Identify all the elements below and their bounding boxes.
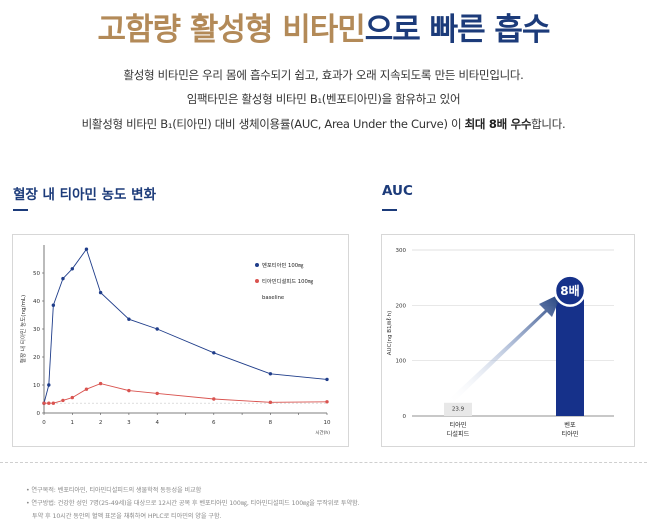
series-1-point	[98, 290, 103, 295]
y-tick-label: 40	[33, 299, 40, 305]
series-2-point	[42, 401, 46, 405]
left-title-underline	[13, 209, 28, 211]
x-tick-label: 10	[324, 420, 331, 426]
y-tick-label: 50	[33, 271, 40, 277]
y-tick-label: 10	[33, 383, 40, 389]
series-2-point	[47, 401, 51, 405]
series-2-point	[127, 388, 131, 393]
series-line-2	[44, 383, 328, 404]
line-chart: 0 10 20 30 40 50 0 1 2 3 4 6 8 10 시간(h) 혈장 내 티아민 농도(ng/…	[19, 245, 331, 436]
legend-label: 벤포티아민 100㎎	[262, 261, 304, 270]
series-2-point	[84, 387, 89, 391]
series-2-point	[70, 395, 74, 400]
y-axis-label: AUC(ng B1/㎖·h)	[386, 311, 393, 356]
legend-marker	[255, 263, 259, 267]
intro-line-3-bold: 최대 8배 우수	[464, 117, 532, 131]
x-tick-label: 1	[71, 420, 75, 426]
y-tick-label: 300	[396, 248, 407, 254]
series-1-point	[70, 267, 74, 271]
category-label: 티아민	[561, 430, 578, 438]
series-2-point	[268, 400, 273, 405]
y-tick-label: 200	[396, 303, 407, 309]
intro-line-3-pre: 비활성형 비타민 B₁(티아민) 대비 생체이용률(AUC, Area Unde…	[81, 117, 465, 131]
bar-value-label: 23.9	[452, 406, 465, 412]
right-title-underline	[382, 209, 397, 211]
headline-navy: 으로 빠른 흡수	[364, 12, 551, 48]
x-tick-label: 4	[155, 420, 159, 426]
legend-marker	[255, 279, 259, 283]
left-chart-title: 혈장 내 티아민 농도 변화	[13, 187, 156, 203]
series-1-point	[47, 383, 51, 387]
series-2-point	[325, 400, 329, 404]
headline-gold: 고함량 활성형 비타민	[97, 12, 366, 48]
series-2-point	[155, 391, 159, 396]
series-1-point	[212, 351, 216, 355]
intro-line-1: 활성형 비타민은 우리 몸에 흡수되기 쉽고, 효과가 오래 지속되도록 만든 …	[123, 68, 524, 82]
x-tick-label: 6	[212, 420, 216, 426]
y-tick-label: 0	[403, 414, 407, 420]
series-1-point	[155, 327, 159, 331]
growth-arrow	[448, 293, 562, 404]
category-label: 티아민	[449, 421, 466, 429]
series-1-point	[268, 372, 273, 376]
series-1-point	[127, 317, 131, 321]
x-tick-label: 8	[269, 420, 273, 426]
series-1-point	[84, 247, 89, 251]
page-headline: 고함량 활성형 비타민으로 빠른 흡수	[0, 4, 647, 49]
bar-1	[444, 402, 472, 416]
y-tick-label: 100	[396, 359, 407, 365]
series-1-point	[51, 303, 56, 307]
category-label: 디설피드	[447, 430, 470, 438]
intro-line-2: 임팩타민은 활성형 비타민 B₁(벤포티아민)을 함유하고 있어	[186, 92, 461, 106]
series-1-point	[61, 276, 65, 281]
category-label: 벤포	[564, 421, 576, 429]
y-tick-label: 30	[33, 327, 40, 333]
series-2-point	[51, 401, 56, 405]
x-axis-label: 시간(h)	[315, 429, 330, 436]
series-2-point	[212, 397, 216, 401]
y-axis-label: 혈장 내 티아민 농도(ng/mL)	[19, 295, 27, 363]
intro-line-3-post: 합니다.	[531, 117, 566, 131]
footnote-2: • 연구방법: 건강한 성인 7명(25-49세)을 대상으로 12시간 공복 …	[26, 500, 360, 507]
multiplier-badge	[553, 274, 587, 307]
footnote-1: • 연구목적: 벤포티아민, 티아민디설피드의 생물학적 동등성을 비교함	[26, 487, 202, 494]
y-tick-label: 20	[33, 355, 40, 361]
x-tick-label: 0	[42, 420, 46, 426]
footnote-3: 투약 후 10시간 동안의 혈액 표본을 채취하여 HPLC로 티아민의 양을 …	[32, 513, 222, 520]
y-tick-label: 0	[37, 411, 41, 417]
multiplier-badge-text: 8배	[560, 283, 579, 298]
bar-2	[556, 292, 584, 416]
legend-label: 티아민디설피드 100㎎	[262, 277, 314, 286]
x-tick-label: 3	[127, 420, 131, 426]
series-1-point	[325, 377, 329, 382]
legend-label: baseline	[262, 295, 284, 301]
series-2-point	[61, 398, 65, 403]
intro-line-3: 비활성형 비타민 B₁(티아민) 대비 생체이용률(AUC, Area Unde…	[0, 116, 647, 132]
footnotes: • 연구목적: 벤포티아민, 티아민디설피드의 생물학적 동등성을 비교함 • …	[0, 462, 647, 529]
x-tick-label: 2	[99, 420, 103, 426]
right-chart-title: AUC	[382, 183, 413, 199]
line-chart-panel: 0 10 20 30 40 50 0 1 2 3 4 6 8 10 시간(h) 혈장 내 티아민 농도(ng/…	[12, 234, 349, 447]
series-line-1	[43, 248, 328, 404]
series-2-point	[98, 381, 103, 386]
